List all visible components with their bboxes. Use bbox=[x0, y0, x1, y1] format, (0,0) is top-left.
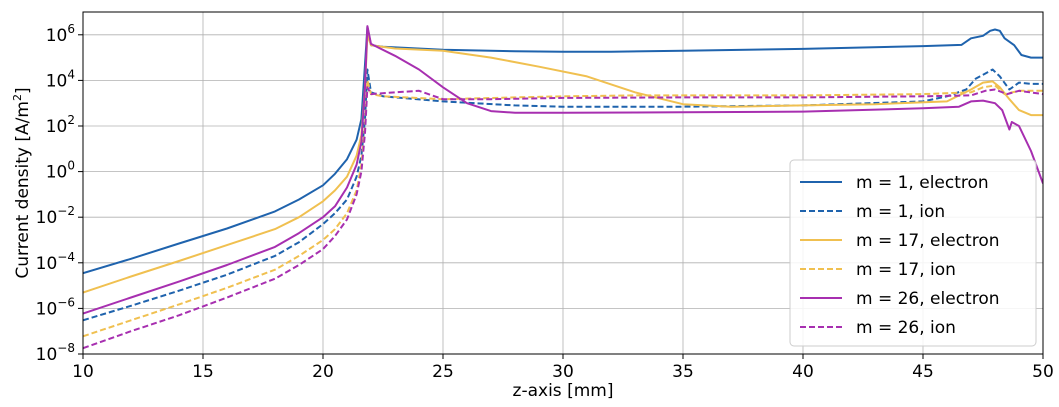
legend-label: m = 1, electron bbox=[856, 173, 989, 193]
series-line-4 bbox=[83, 79, 1043, 338]
legend-box bbox=[789, 159, 1037, 347]
x-axis-title: z-axis [mm] bbox=[513, 381, 614, 401]
legend-label: m = 26, ion bbox=[856, 318, 956, 338]
ticks: 10 15 20 25 30 35 40 45 50 10−8 10−6 10−4 10−2 100 102… bbox=[36, 22, 1054, 382]
y-axis-title-main: Current density [A/m bbox=[13, 101, 33, 279]
legend-label: m = 26, electron bbox=[856, 289, 1000, 309]
series-lines bbox=[83, 25, 1043, 350]
x-tick-label: 10 bbox=[72, 362, 94, 382]
series-line-6 bbox=[83, 86, 1043, 350]
x-tick-label: 40 bbox=[792, 362, 814, 382]
series-line-1 bbox=[83, 26, 1043, 275]
y-tick-label: 10−6 bbox=[36, 295, 75, 319]
series-line-5 bbox=[83, 25, 1043, 315]
y-tick-label: 106 bbox=[46, 22, 75, 46]
x-tick-label: 30 bbox=[552, 362, 574, 382]
y-tick-label: 100 bbox=[46, 159, 75, 183]
x-tick-label: 45 bbox=[912, 362, 934, 382]
series-line-3 bbox=[83, 33, 1043, 294]
legend-label: m = 17, ion bbox=[856, 260, 956, 280]
x-tick-label: 20 bbox=[312, 362, 334, 382]
y-tick-label: 10−4 bbox=[36, 250, 75, 274]
x-tick-label: 15 bbox=[192, 362, 214, 382]
x-tick-label: 50 bbox=[1032, 362, 1054, 382]
y-axis-title-superscript: 2 bbox=[11, 94, 24, 101]
y-tick-label: 104 bbox=[46, 67, 75, 91]
x-tick-label: 25 bbox=[432, 362, 454, 382]
x-tick-label: 35 bbox=[672, 362, 694, 382]
y-tick-label: 102 bbox=[46, 113, 75, 137]
legend-label: m = 1, ion bbox=[856, 202, 945, 222]
y-tick-label: 10−2 bbox=[36, 204, 75, 228]
legend: m = 1, electron m = 1, ion m = 17, electro… bbox=[789, 159, 1037, 347]
series-line-2 bbox=[83, 68, 1043, 322]
y-axis-title-end: ] bbox=[13, 87, 33, 94]
y-tick-label: 10−8 bbox=[36, 341, 75, 365]
legend-label: m = 17, electron bbox=[856, 231, 1000, 251]
y-axis-title: Current density [A/m2] bbox=[11, 87, 33, 278]
